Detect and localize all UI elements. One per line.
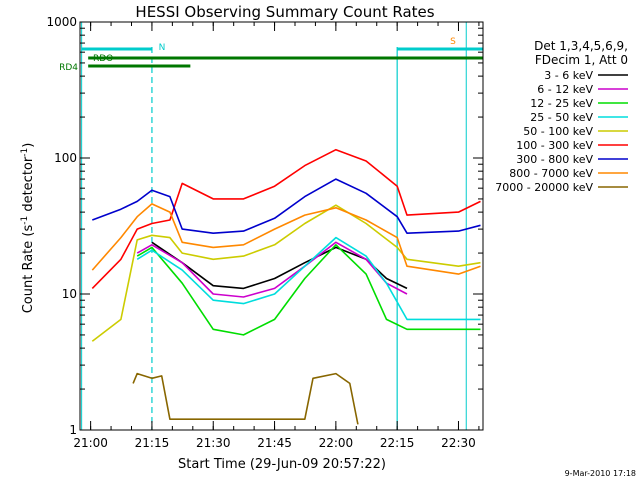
series-layer	[91, 148, 481, 425]
x-tick-label-4: 22:00	[319, 436, 354, 450]
x-tick-label-5: 22:15	[380, 436, 415, 450]
legend-label-3: 12 - 25 keV	[530, 97, 593, 110]
axis-layer: 1 10 100 1000 21:00 21:15 21:30 21:45 22:00 22:15…	[46, 15, 484, 450]
y-tick-label-1: 10	[62, 287, 77, 301]
legend-label-4: 25 - 50 keV	[530, 111, 593, 124]
x-tick-label-6: 22:30	[441, 436, 476, 450]
legend-header-1: Det 1,3,4,5,6,9,	[534, 39, 628, 53]
y-label-part-2: detector	[21, 156, 36, 216]
flag-label-rdo: RDO	[93, 54, 113, 64]
x-tick-label-3: 21:45	[257, 436, 292, 450]
series-line-2	[136, 241, 408, 298]
series-line-3	[136, 244, 481, 336]
legend-label-2: 6 - 12 keV	[537, 83, 593, 96]
y-tick-label-2: 100	[54, 151, 77, 165]
y-label-sup-1: -1	[20, 216, 30, 225]
legend-label-7: 300 - 800 keV	[516, 153, 593, 166]
y-tick-label-0: 1	[69, 423, 77, 437]
flag-label-n: N	[159, 43, 166, 53]
legend: Det 1,3,4,5,6,9, FDecim 1, Att 0 3 - 6 k…	[495, 39, 628, 194]
legend-header-2: FDecim 1, Att 0	[535, 53, 628, 67]
y-label-sup-2: -1	[20, 148, 30, 157]
y-tick-label-3: 1000	[46, 15, 77, 29]
chart-title: HESSI Observing Summary Count Rates	[135, 3, 434, 21]
y-label-part-1: Count Rate (s	[21, 225, 36, 314]
legend-label-8: 800 - 7000 keV	[509, 167, 593, 180]
legend-label-6: 100 - 300 keV	[516, 139, 593, 152]
x-tick-label-1: 21:15	[135, 436, 170, 450]
flag-label-s: S	[450, 37, 456, 47]
legend-label-1: 3 - 6 keV	[544, 69, 593, 82]
footer-date: 9-Mar-2010 17:18	[565, 469, 636, 478]
y-axis-label: Count Rate (s-1 detector-1)	[20, 143, 36, 314]
legend-label-9: 7000 - 20000 keV	[495, 181, 593, 194]
legend-label-5: 50 - 100 keV	[523, 125, 593, 138]
x-axis-label: Start Time (29-Jun-09 20:57:22)	[178, 457, 386, 472]
series-line-7	[92, 178, 481, 234]
series-line-4	[136, 236, 481, 321]
plot-frame	[79, 21, 484, 431]
x-tick-label-2: 21:30	[196, 436, 231, 450]
series-line-6	[91, 148, 481, 289]
x-tick-label-0: 21:00	[73, 436, 108, 450]
series-line-9	[132, 372, 359, 425]
flag-label-rd4: RD4	[59, 63, 78, 73]
series-line-8	[91, 203, 481, 275]
y-label-part-3: )	[21, 143, 36, 148]
